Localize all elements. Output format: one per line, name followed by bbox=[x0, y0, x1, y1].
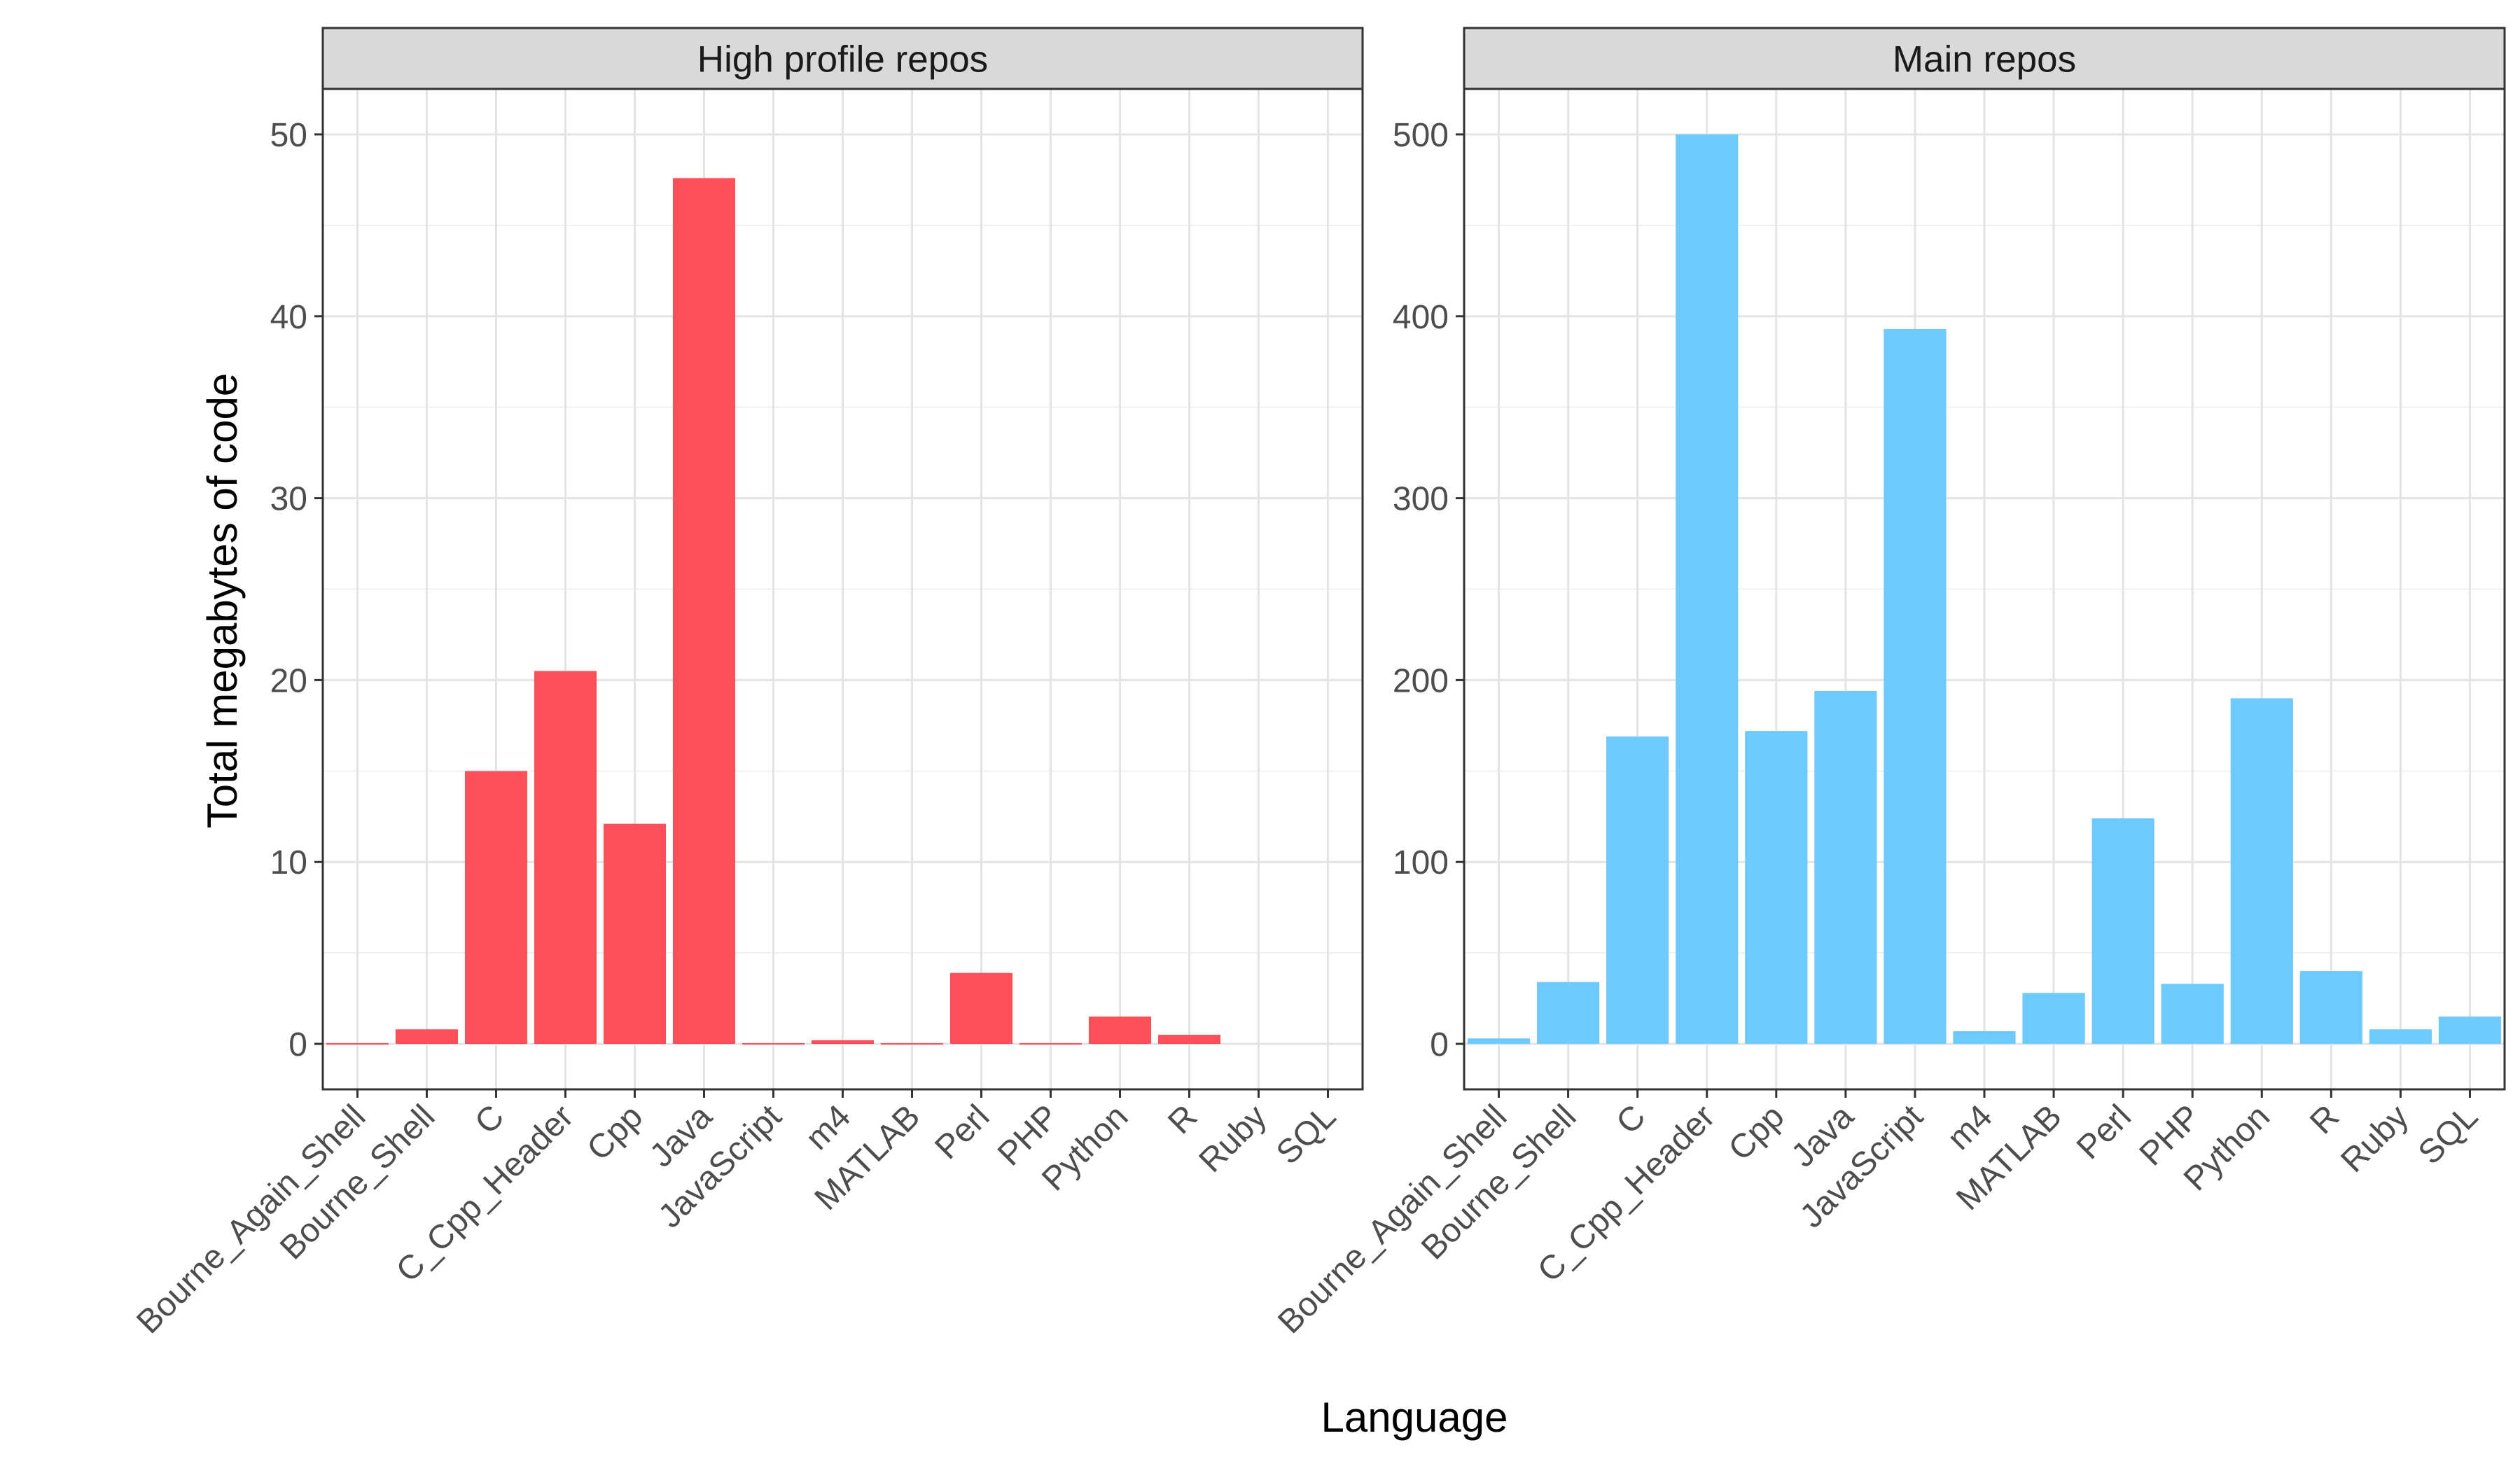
y-tick-label: 10 bbox=[270, 844, 307, 881]
x-tick-label: R bbox=[1161, 1098, 1204, 1141]
bar-MATLAB bbox=[880, 1043, 944, 1045]
x-tick-label: m4 bbox=[799, 1098, 858, 1157]
bar-R bbox=[2299, 971, 2362, 1045]
x-axis-title: Language bbox=[1321, 1394, 1508, 1441]
bar-Java bbox=[672, 178, 736, 1045]
bar-MATLAB bbox=[2022, 993, 2085, 1045]
x-tick-label: Ruby bbox=[2334, 1098, 2416, 1180]
panel-1: High profile repos01020304050Bourne_Agai… bbox=[130, 27, 1364, 1341]
y-tick-label: 400 bbox=[1393, 299, 1449, 336]
y-tick-label: 0 bbox=[1430, 1026, 1449, 1063]
bar-C bbox=[464, 771, 528, 1045]
bar-JavaScript bbox=[742, 1043, 805, 1045]
bar-Python bbox=[1088, 1017, 1152, 1045]
bar-Cpp bbox=[1745, 731, 1808, 1045]
y-tick-label: 200 bbox=[1393, 662, 1449, 699]
x-tick-label: Cpp bbox=[1722, 1098, 1792, 1168]
y-tick-label: 500 bbox=[1393, 117, 1449, 154]
bar-PHP bbox=[1019, 1043, 1083, 1045]
y-axis-title: Total megabytes of code bbox=[199, 373, 246, 828]
bar-R bbox=[1157, 1035, 1221, 1045]
y-tick-label: 300 bbox=[1393, 481, 1449, 518]
x-tick-label: Perl bbox=[2070, 1098, 2138, 1166]
bar-Java bbox=[1814, 690, 1877, 1045]
y-tick-label: 50 bbox=[270, 117, 307, 154]
bar-PHP bbox=[2161, 984, 2224, 1045]
bar-JavaScript bbox=[1884, 328, 1947, 1045]
panels-layer: High profile repos01020304050Bourne_Agai… bbox=[130, 27, 2506, 1341]
bar-Bourne_Shell bbox=[395, 1029, 459, 1045]
bar-C_Cpp_Header bbox=[534, 671, 597, 1045]
facet-strip-label: Main repos bbox=[1893, 39, 2076, 81]
x-tick-label: Ruby bbox=[1192, 1098, 1274, 1180]
bar-Cpp bbox=[603, 823, 667, 1045]
bar-C_Cpp_Header bbox=[1676, 134, 1739, 1045]
bar-Ruby bbox=[2369, 1029, 2432, 1045]
bar-C bbox=[1606, 736, 1669, 1045]
bar-m4 bbox=[811, 1040, 875, 1045]
bar-Perl bbox=[949, 972, 1013, 1045]
x-tick-label: C bbox=[1609, 1098, 1652, 1141]
bar-m4 bbox=[1953, 1031, 2016, 1045]
bar-Bourne_Again_Shell bbox=[1467, 1038, 1531, 1045]
bar-Bourne_Shell bbox=[1537, 982, 1600, 1045]
bar-Perl bbox=[2091, 818, 2154, 1045]
bar-Bourne_Again_Shell bbox=[326, 1043, 389, 1045]
x-tick-label: m4 bbox=[1940, 1098, 2000, 1157]
x-tick-label: C bbox=[468, 1098, 511, 1141]
x-tick-label: Cpp bbox=[580, 1098, 650, 1168]
bar-SQL bbox=[2438, 1017, 2502, 1045]
y-tick-label: 30 bbox=[270, 481, 307, 518]
facet-strip-label: High profile repos bbox=[697, 39, 988, 81]
facet-strip bbox=[321, 27, 1364, 90]
y-tick-label: 20 bbox=[270, 662, 307, 699]
y-tick-label: 100 bbox=[1393, 844, 1449, 881]
x-tick-label: SQL bbox=[2411, 1098, 2485, 1171]
facet-strip bbox=[1463, 27, 2506, 90]
bar-Python bbox=[2230, 698, 2293, 1045]
y-tick-label: 40 bbox=[270, 299, 307, 336]
x-tick-label: R bbox=[2303, 1098, 2346, 1141]
x-tick-label: SQL bbox=[1269, 1098, 1343, 1171]
panel-2: Main repos0100200300400500Bourne_Again_S… bbox=[1271, 27, 2506, 1341]
y-tick-label: 0 bbox=[288, 1026, 307, 1063]
x-tick-label: Perl bbox=[928, 1098, 996, 1166]
